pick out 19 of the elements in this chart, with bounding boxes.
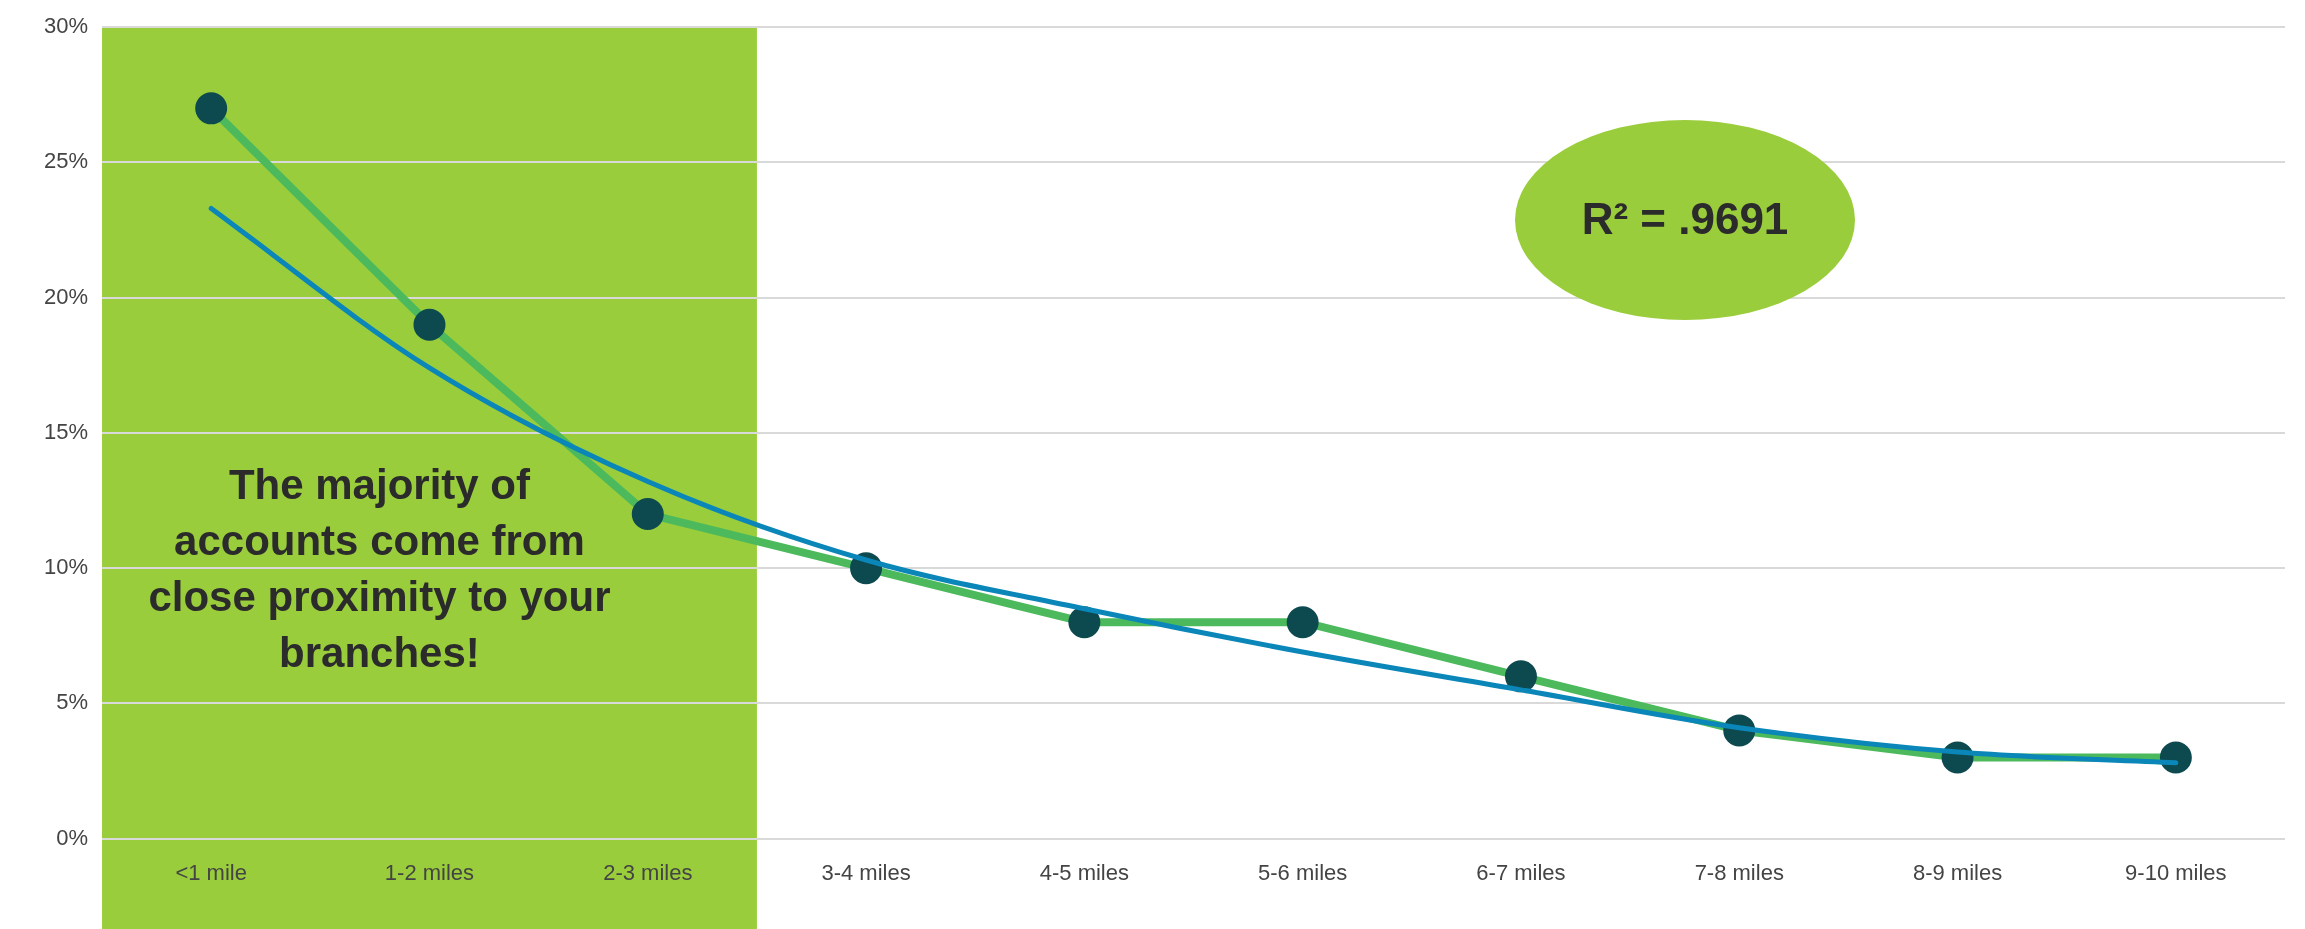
y-tick-label: 5% — [56, 689, 89, 715]
x-tick-label: 1-2 miles — [384, 859, 475, 885]
x-tick-label: 4-5 miles — [1039, 859, 1129, 885]
annotation: The majority of accounts come from close proximity to your branches! — [147, 460, 612, 679]
x-tick-label: 9-10 miles — [2125, 859, 2227, 885]
x-tick-label: 2-3 miles — [603, 859, 693, 885]
x-tick-label: 7-8 miles — [1694, 859, 1784, 885]
y-tick-label: 15% — [43, 418, 89, 444]
y-tick-label: 10% — [43, 554, 89, 580]
x-tick-label: 6-7 miles — [1476, 859, 1566, 885]
x-tick-label: 8-9 miles — [1912, 859, 2003, 885]
y-tick-label: 30% — [43, 13, 89, 39]
annotation: R² = .9691 — [1580, 194, 1790, 244]
x-tick-label: 5-6 miles — [1258, 859, 1348, 885]
y-tick-label: 0% — [56, 824, 89, 850]
y-tick-label: 20% — [43, 283, 89, 309]
y-tick-label: 25% — [43, 148, 89, 174]
x-tick-label: <1 mile — [175, 859, 247, 885]
x-tick-label: 3-4 miles — [821, 859, 911, 885]
